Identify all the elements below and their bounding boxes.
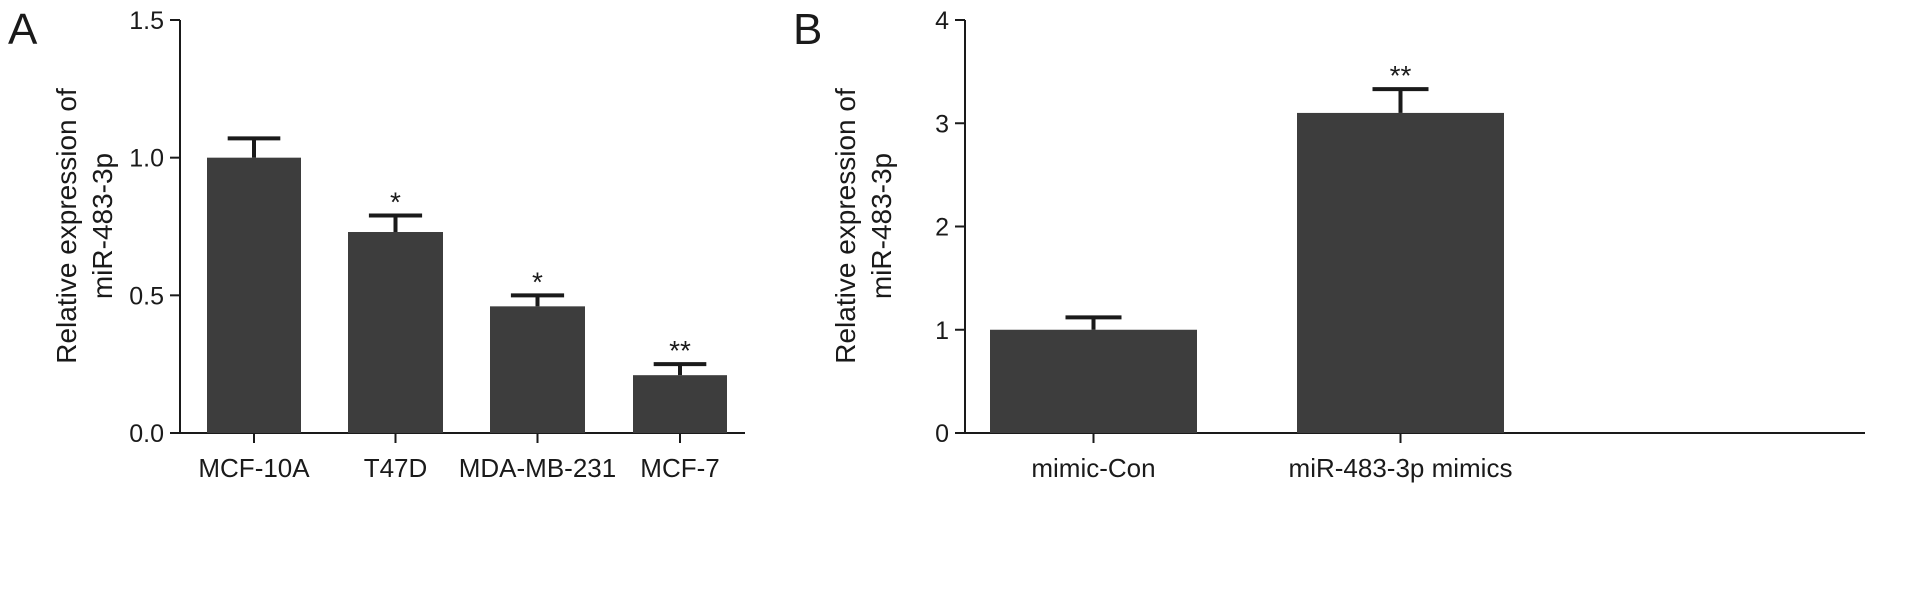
category-label: MCF-10A	[198, 453, 310, 483]
significance-marker: *	[390, 186, 401, 217]
y-axis-label-line2: miR-483-3p	[87, 153, 118, 299]
bar-mimic-con	[990, 329, 1197, 433]
y-tick-label: 3	[935, 110, 949, 138]
panel-label: A	[8, 5, 38, 54]
y-tick-label: 0.0	[129, 420, 164, 448]
y-tick-label: 4	[935, 7, 949, 35]
y-tick-label: 1	[935, 317, 949, 345]
category-label: miR-483-3p mimics	[1289, 453, 1513, 483]
chart-panel-a: A 0.0 0.5 1.0 1.5 Relative expression of miR-4…	[8, 5, 745, 483]
category-label: MDA-MB-231	[459, 453, 616, 483]
significance-marker: *	[532, 266, 543, 297]
y-tick-label: 1.0	[129, 145, 164, 173]
y-tick-label: 0.5	[129, 282, 164, 310]
panel-label: B	[793, 5, 822, 54]
bar-mir-483-3p-mimics	[1297, 112, 1504, 434]
y-axis-label: Relative expression of	[830, 88, 861, 364]
significance-marker: **	[669, 335, 691, 366]
bar-mda-mb-231	[490, 306, 585, 433]
category-label: T47D	[364, 453, 428, 483]
category-label: MCF-7	[640, 453, 719, 483]
y-axis-label-line2: miR-483-3p	[866, 153, 897, 299]
y-tick-label: 2	[935, 214, 949, 242]
y-tick-label: 1.5	[129, 7, 164, 35]
significance-marker: **	[1390, 60, 1412, 91]
bar-mcf-7	[633, 375, 727, 433]
bar-t47d	[348, 232, 443, 433]
y-tick-label: 0	[935, 420, 949, 448]
bar-mcf-10a	[207, 157, 301, 433]
chart-panel-b: B 0 1 2 3 4 Relative expression of miR-483-3p mi…	[793, 5, 1865, 483]
y-axis-label: Relative expression of	[51, 88, 82, 364]
category-label: mimic-Con	[1031, 453, 1155, 483]
